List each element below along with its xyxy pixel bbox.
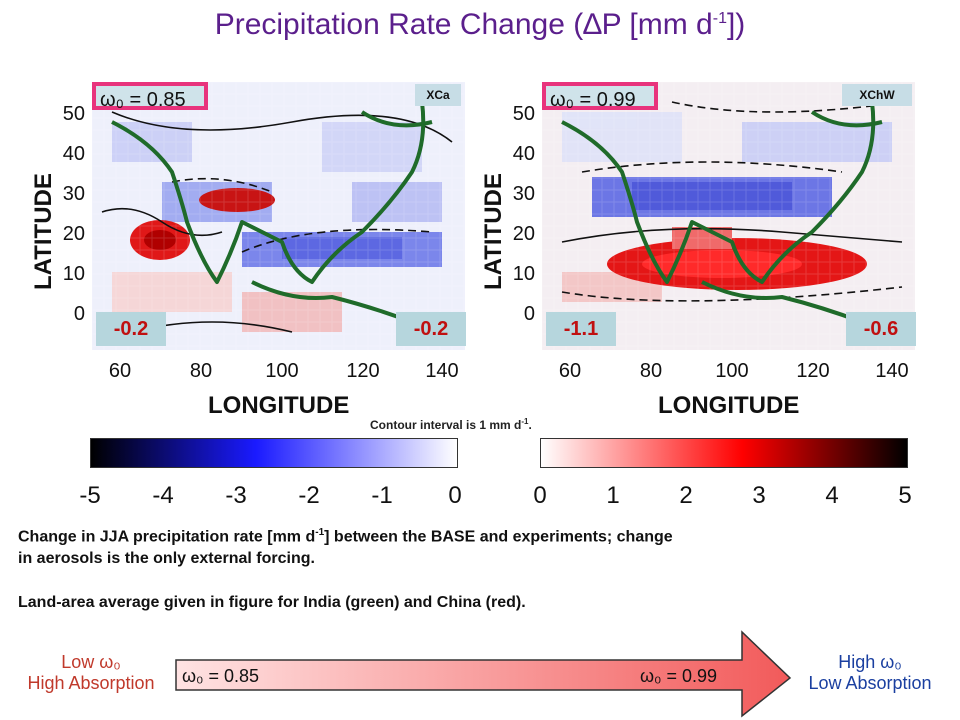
- cbar-neg-tick: -1: [371, 482, 393, 509]
- cbar-neg-tick: -3: [225, 482, 247, 509]
- right-xtick-140: 140: [875, 360, 909, 382]
- cbar-pos-tick: 2: [679, 482, 693, 509]
- title-middle: P [mm d: [601, 8, 713, 41]
- left-xlabel: LONGITUDE: [208, 392, 350, 419]
- right-china-average: -0.6: [846, 312, 916, 346]
- colorbar-positive: [540, 438, 908, 468]
- absorption-arrow: [175, 630, 792, 718]
- contour-exponent: -1: [521, 417, 529, 426]
- map-xca: [92, 82, 465, 350]
- left-ytick-10: 10: [62, 263, 85, 285]
- right-ytick-50: 50: [512, 103, 535, 125]
- left-omega-label: ω₀ = 0.85: [92, 82, 208, 111]
- map-xchw: [542, 82, 915, 350]
- caption-block: Change in JJA precipitation rate [mm d-1…: [18, 522, 948, 614]
- low-omega-title: Low ω₀: [61, 652, 121, 672]
- right-ylabel: LATITUDE: [480, 173, 507, 290]
- right-ytick-40: 40: [512, 143, 535, 165]
- cbar-neg-tick: 0: [448, 482, 462, 509]
- cbar-pos-tick: 1: [606, 482, 620, 509]
- left-ytick-40: 40: [62, 143, 85, 165]
- right-xtick-80: 80: [639, 360, 663, 382]
- left-xtick-120: 120: [346, 360, 380, 382]
- left-ytick-20: 20: [62, 223, 85, 245]
- high-omega-caption: High ω₀ Low Absorption: [784, 652, 956, 694]
- title-suffix: ]): [726, 8, 746, 41]
- coastlines: [561, 101, 883, 324]
- contour-text: Contour interval is 1 mm d: [370, 418, 522, 432]
- left-xtick-140: 140: [425, 360, 459, 382]
- arrow-start-label: ω₀ = 0.85: [182, 666, 260, 686]
- left-ytick-50: 50: [62, 103, 85, 125]
- title-delta-symbol: ∆: [583, 8, 602, 41]
- right-india-average: -1.1: [546, 312, 616, 346]
- right-omega-label: ω₀ = 0.99: [542, 82, 658, 111]
- left-ytick-30: 30: [62, 183, 85, 205]
- arrow-end-label: ω₀ = 0.99: [640, 666, 718, 686]
- title-exponent: -1: [712, 10, 727, 27]
- caption-exponent: -1: [315, 527, 325, 538]
- page-title: Precipitation Rate Change (∆P [mm d-1]): [0, 8, 960, 42]
- right-ytick-20: 20: [512, 223, 535, 245]
- left-ytick-0: 0: [73, 303, 85, 325]
- cbar-neg-tick: -5: [79, 482, 101, 509]
- caption-line-1b: ] between the BASE and experiments; chan…: [324, 528, 673, 546]
- colorbar-negative: [90, 438, 458, 468]
- left-experiment-tag: XCa: [415, 84, 461, 106]
- left-xtick-80: 80: [189, 360, 213, 382]
- contours: [561, 101, 903, 302]
- cbar-pos-tick: 5: [898, 482, 912, 509]
- right-ytick-0: 0: [523, 303, 535, 325]
- title-prefix: Precipitation Rate Change (: [214, 8, 584, 41]
- high-absorption-label: High Absorption: [27, 673, 155, 693]
- right-ytick-10: 10: [512, 263, 535, 285]
- contour-end: .: [528, 418, 532, 432]
- left-xtick-100: 100: [265, 360, 299, 382]
- right-xlabel: LONGITUDE: [658, 392, 800, 419]
- right-xtick-100: 100: [715, 360, 749, 382]
- caption-line-3: Land-area average given in figure for In…: [18, 594, 526, 612]
- cbar-neg-tick: -2: [298, 482, 320, 509]
- contour-interval-note: Contour interval is 1 mm d-1.: [370, 417, 532, 432]
- caption-line-1: Change in JJA precipitation rate [mm d-1…: [18, 522, 948, 548]
- left-ylabel: LATITUDE: [30, 173, 57, 290]
- left-china-average: -0.2: [396, 312, 466, 346]
- left-xtick-60: 60: [108, 360, 132, 382]
- caption-line-1a: Change in JJA precipitation rate [mm d: [18, 528, 316, 546]
- coastlines: [111, 101, 433, 324]
- high-omega-title: High ω₀: [838, 652, 902, 672]
- cbar-neg-tick: -4: [152, 482, 174, 509]
- cbar-pos-tick: 4: [825, 482, 839, 509]
- low-absorption-label: Low Absorption: [808, 673, 932, 693]
- low-omega-caption: Low ω₀ High Absorption: [6, 652, 176, 694]
- right-experiment-tag: XChW: [842, 84, 912, 106]
- right-xtick-120: 120: [796, 360, 830, 382]
- cbar-pos-tick: 0: [533, 482, 547, 509]
- cbar-pos-tick: 3: [752, 482, 766, 509]
- right-xtick-60: 60: [558, 360, 582, 382]
- left-india-average: -0.2: [96, 312, 166, 346]
- right-ytick-30: 30: [512, 183, 535, 205]
- caption-line-2: in aerosols is the only external forcing…: [18, 550, 315, 568]
